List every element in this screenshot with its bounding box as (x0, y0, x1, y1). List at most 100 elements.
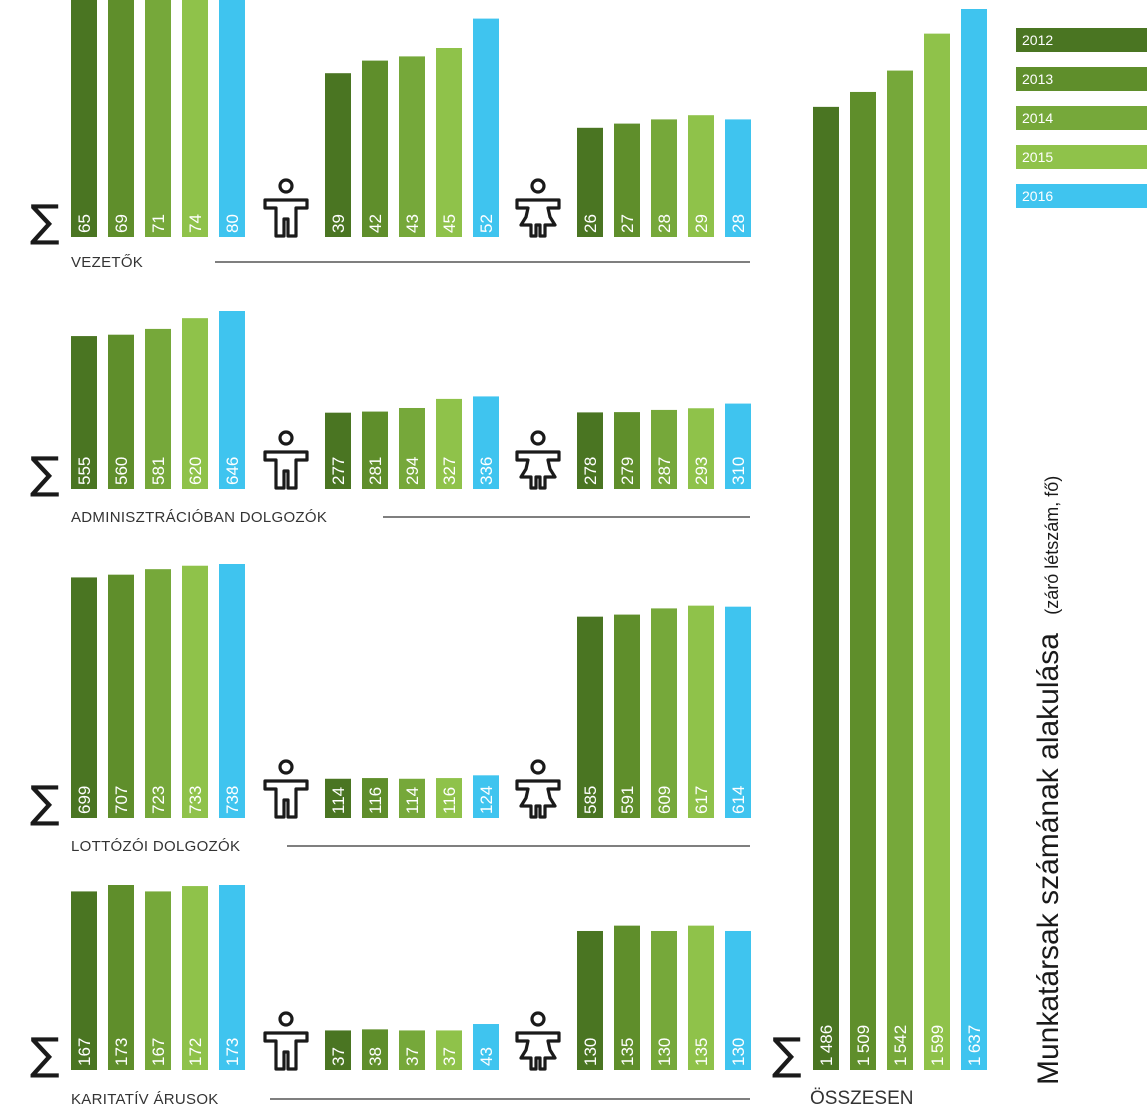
total-bar-2016 (219, 311, 245, 489)
bar-value-label: 555 (75, 457, 94, 485)
bar-value-label: 173 (112, 1038, 131, 1066)
men-bar-2012 (325, 778, 351, 818)
bar-value-label: 560 (112, 457, 131, 485)
bar-value-label: 167 (149, 1038, 168, 1066)
bar-value-label: 130 (655, 1038, 674, 1066)
bar-value-label: 172 (186, 1038, 205, 1066)
chart-title-group: Munkatársak számának alakulása (záró lét… (1032, 476, 1065, 1085)
bar-value-label: 609 (655, 786, 674, 814)
women-bar-2014 (651, 608, 677, 818)
section-3: ∑ 699 707 723 733 738 114 116 114 116 124 585 591 609… (30, 564, 751, 855)
women-bar-2013 (614, 123, 640, 237)
men-bar-2014 (399, 778, 425, 818)
women-bar-2014 (651, 930, 677, 1070)
legend-item-2012: 2012 (1016, 28, 1147, 52)
men-bar-2014 (399, 1030, 425, 1070)
woman-icon (515, 430, 561, 490)
women-bar-2016 (725, 606, 751, 818)
total-bar-2012 (71, 0, 97, 237)
men-bar-2015 (436, 778, 462, 818)
bar-value-label: 116 (440, 787, 459, 814)
total-bar-2014 (145, 0, 171, 238)
men-bar-2016 (473, 18, 499, 237)
bar-value-label: 29 (692, 214, 711, 233)
men-bar-2012 (325, 412, 351, 489)
total-bar-2012 (71, 336, 97, 489)
total-bar-2014 (145, 569, 171, 818)
bar-value-label: 135 (692, 1038, 711, 1066)
women-bar-2016 (725, 403, 751, 489)
section-label: KARITATÍV ÁRUSOK (71, 1091, 219, 1108)
women-bar-2012 (577, 616, 603, 818)
bar-value-label: 167 (75, 1038, 94, 1066)
total-bar-2016 (219, 0, 245, 237)
bar-value-label: 293 (692, 457, 711, 485)
bar-value-label: 1 599 (928, 1025, 947, 1066)
total-bar-2012 (71, 577, 97, 818)
overall-bar-2016 (961, 9, 987, 1070)
men-bar-2013 (362, 778, 388, 818)
bar-value-label: 620 (186, 457, 205, 485)
overall-bar-2012 (813, 106, 839, 1071)
total-bar-2013 (108, 574, 134, 818)
total-bar-2014 (145, 328, 171, 489)
man-icon (263, 430, 309, 490)
bar-value-label: 287 (655, 457, 674, 485)
legend-swatch (1016, 28, 1147, 52)
total-bar-2015 (182, 318, 208, 489)
men-bar-group: 114 116 114 116 124 (325, 775, 499, 818)
bar-value-label: 1 542 (891, 1025, 910, 1066)
total-bar-2013 (108, 885, 134, 1070)
bar-value-label: 74 (186, 214, 205, 233)
women-bar-group: 26 27 28 29 28 (577, 115, 751, 237)
women-bar-2016 (725, 930, 751, 1070)
men-bar-2016 (473, 396, 499, 489)
bar-value-label: 28 (729, 214, 748, 233)
bar-value-label: 124 (477, 786, 496, 814)
bar-value-label: 27 (618, 214, 637, 233)
women-bar-2016 (725, 119, 751, 237)
total-bar-group: 555 560 581 620 646 (71, 311, 245, 489)
bar-value-label: 130 (729, 1038, 748, 1066)
women-bar-group: 130 135 130 135 130 (577, 925, 751, 1070)
men-bar-2014 (399, 56, 425, 238)
men-bar-group: 277 281 294 327 336 (325, 396, 499, 489)
section-label: LOTTÓZÓI DOLGOZÓK (71, 838, 240, 855)
bar-value-label: 617 (692, 786, 711, 814)
bar-value-label: 294 (403, 457, 422, 485)
legend-swatch (1016, 184, 1147, 208)
legend: 2012 2013 2014 2015 2016 (1016, 28, 1147, 208)
man-icon (263, 1011, 309, 1071)
bar-value-label: 52 (477, 214, 496, 233)
section-1: ∑ 65 69 71 74 80 39 42 43 45 52 26 27 28 29 28 VEZETŐK (30, 0, 751, 271)
bar-value-label: 173 (223, 1038, 242, 1066)
men-bar-2016 (473, 1024, 499, 1070)
total-bar-group: 699 707 723 733 738 (71, 564, 245, 818)
bar-value-label: 585 (581, 786, 600, 814)
bar-value-label: 37 (403, 1047, 422, 1066)
overall-label: ÖSSZESEN (810, 1088, 913, 1109)
women-bar-2013 (614, 412, 640, 489)
overall-bar-2015 (924, 33, 950, 1071)
legend-swatch (1016, 106, 1147, 130)
legend-item-2014: 2014 (1016, 106, 1147, 130)
total-bar-group: 65 69 71 74 80 (71, 0, 245, 238)
man-icon (263, 759, 309, 819)
sum-symbol: ∑ (30, 777, 60, 828)
sum-symbol: ∑ (30, 196, 60, 247)
bar-value-label: 71 (149, 214, 168, 233)
bar-value-label: 69 (112, 214, 131, 233)
section-label: VEZETŐK (71, 254, 143, 271)
overall-bar-2014 (887, 70, 913, 1070)
bar-value-label: 65 (75, 214, 94, 233)
women-bar-group: 278 279 287 293 310 (577, 403, 751, 489)
sum-symbol: ∑ (30, 1029, 60, 1080)
women-bar-2015 (688, 115, 714, 237)
women-bar-2015 (688, 925, 714, 1070)
women-bar-2012 (577, 930, 603, 1070)
legend-label: 2013 (1022, 71, 1053, 87)
men-bar-2012 (325, 73, 351, 237)
women-bar-2014 (651, 409, 677, 489)
bar-value-label: 277 (329, 457, 348, 485)
bar-value-label: 26 (581, 214, 600, 233)
